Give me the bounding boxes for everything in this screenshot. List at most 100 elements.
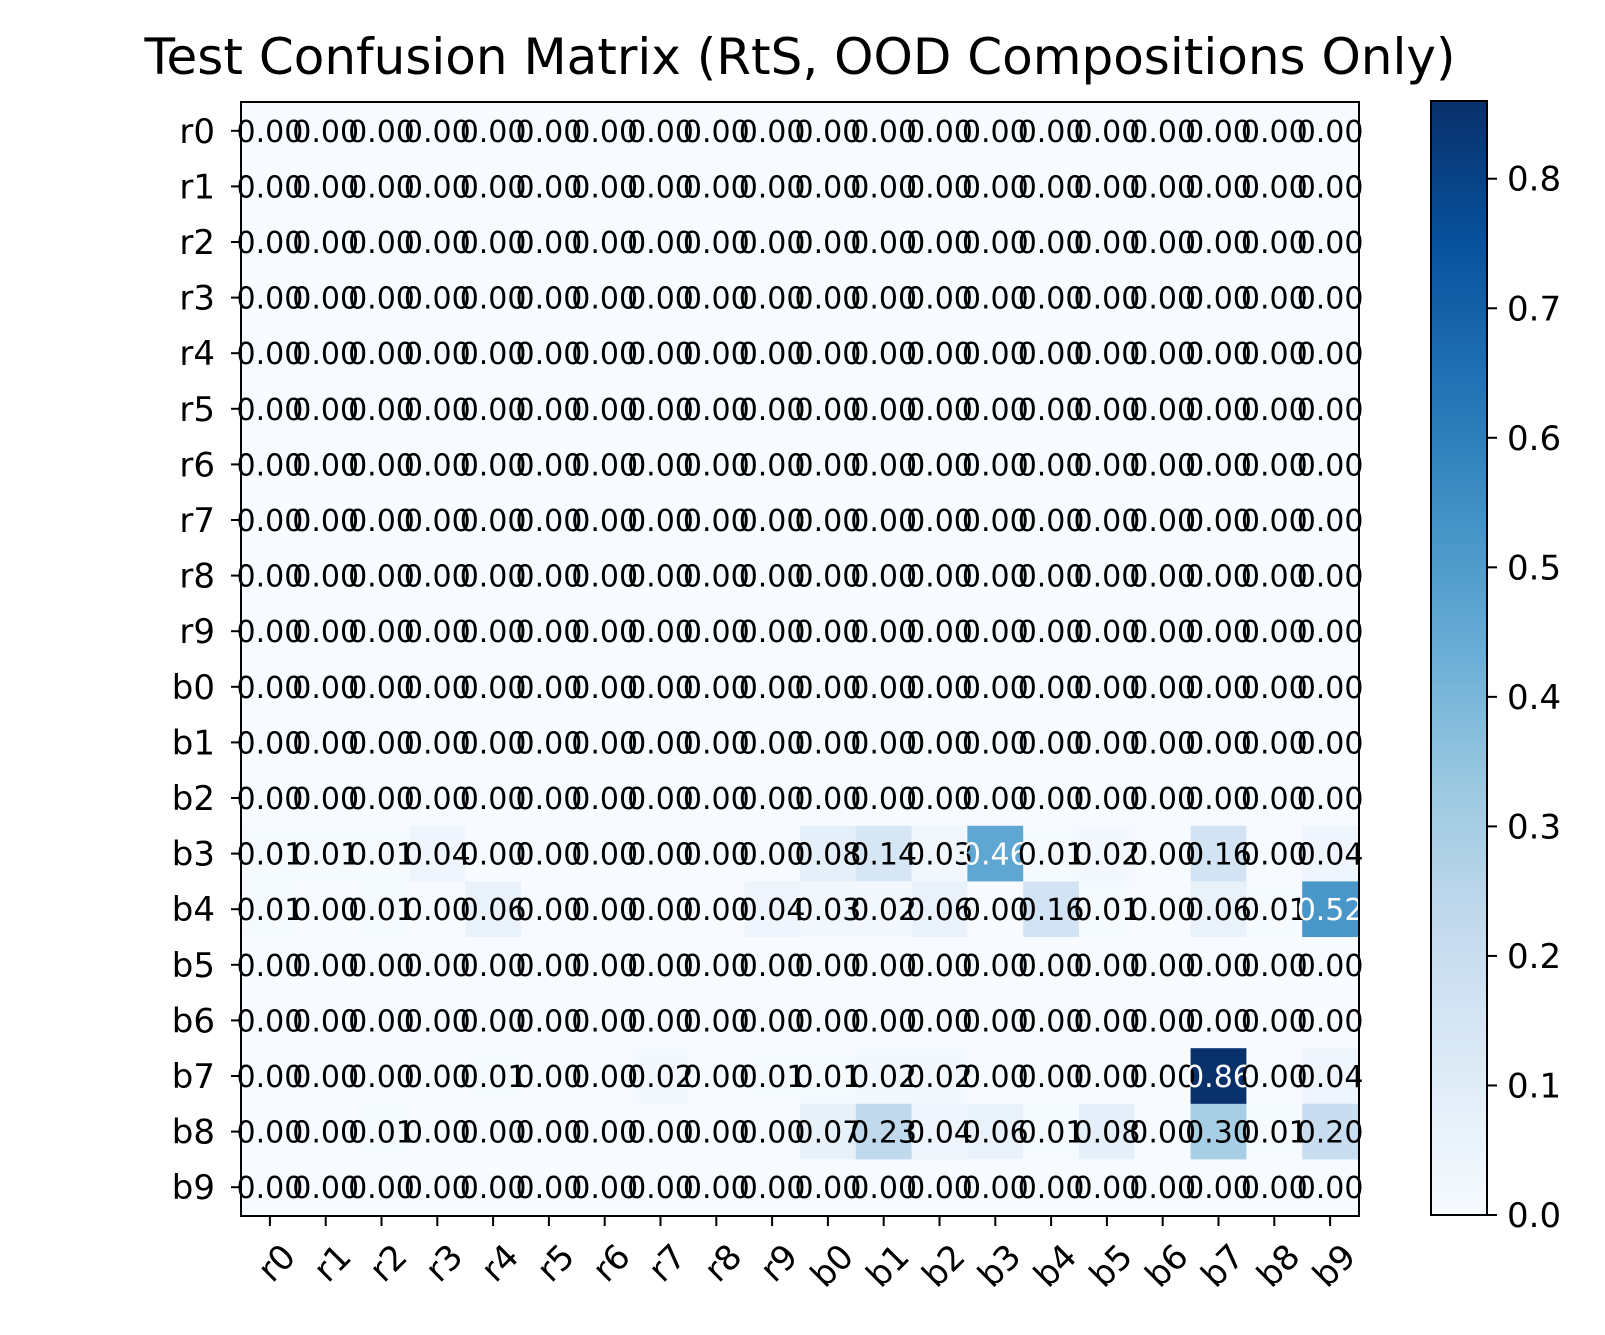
- heatmap-cell: [911, 659, 968, 716]
- heatmap-cell-label: 0.01: [739, 1060, 806, 1095]
- heatmap-cell-label: 0.00: [460, 1171, 527, 1206]
- heatmap-cell-label: 0.00: [795, 282, 862, 317]
- heatmap-cell-label: 0.00: [1185, 282, 1252, 317]
- heatmap-cell: [800, 992, 857, 1049]
- heatmap-cell: [1134, 325, 1192, 382]
- heatmap-cell: [1246, 158, 1303, 215]
- colorbar-tick-label: 0.3: [1507, 807, 1561, 847]
- y-tick-label: r3: [179, 279, 215, 319]
- heatmap-cell-label: 0.00: [516, 671, 583, 706]
- heatmap-cell: [576, 992, 634, 1049]
- heatmap-cell-label: 0.00: [292, 226, 359, 261]
- heatmap-cell-label: 0.00: [1074, 226, 1141, 261]
- heatmap-cell-label: 0.00: [237, 671, 304, 706]
- heatmap-cell: [800, 381, 857, 438]
- y-tick-label: r9: [179, 612, 215, 652]
- heatmap-cell-label: 0.00: [292, 170, 359, 205]
- heatmap-cell: [1190, 325, 1247, 382]
- heatmap-cell: [800, 547, 857, 604]
- heatmap-cell-label: 0.00: [1129, 560, 1196, 595]
- heatmap-cell: [409, 214, 466, 271]
- heatmap-cell-label: 0.00: [292, 393, 359, 428]
- heatmap-cell: [242, 825, 299, 882]
- heatmap-cell: [409, 547, 466, 604]
- heatmap-cell-label: 0.02: [906, 1060, 973, 1095]
- heatmap-cell-label: 0.04: [1297, 1060, 1364, 1095]
- heatmap-cell: [911, 103, 968, 160]
- heatmap-cell: [353, 992, 410, 1049]
- heatmap-cell: [911, 825, 968, 882]
- heatmap-cell-label: 0.00: [627, 226, 694, 261]
- heatmap-cell: [632, 1159, 689, 1216]
- heatmap-cell-label: 0.00: [237, 504, 304, 539]
- heatmap-cell: [242, 325, 299, 382]
- heatmap-cell-label: 0.00: [906, 671, 973, 706]
- heatmap-cell: [855, 547, 913, 604]
- heatmap-cell: [1190, 992, 1247, 1049]
- heatmap-cell-label: 0.00: [739, 226, 806, 261]
- heatmap-cell: [1079, 325, 1136, 382]
- heatmap-cell: [1302, 547, 1359, 604]
- heatmap-cell-label: 0.00: [795, 615, 862, 650]
- heatmap-cell: [242, 937, 299, 994]
- heatmap-cell: [1246, 492, 1303, 549]
- heatmap-cell: [353, 1103, 410, 1160]
- heatmap-cell-label: 0.00: [571, 949, 638, 984]
- heatmap-cell: [967, 659, 1024, 716]
- heatmap-cell-label: 0.01: [237, 893, 304, 928]
- heatmap-cell: [1190, 1103, 1247, 1160]
- heatmap-cell-label: 0.01: [1018, 838, 1085, 873]
- x-tick-label: r7: [641, 1237, 694, 1290]
- heatmap-cell-label: 0.00: [1297, 115, 1364, 150]
- heatmap-cell: [800, 881, 857, 938]
- heatmap-cell-label: 0.00: [460, 282, 527, 317]
- heatmap-cell: [465, 992, 522, 1049]
- heatmap-cell: [1302, 659, 1359, 716]
- heatmap-cell: [967, 492, 1024, 549]
- heatmap-cell: [353, 937, 410, 994]
- heatmap-cell-label: 0.00: [571, 671, 638, 706]
- x-tick-label: b5: [1082, 1237, 1141, 1296]
- heatmap-cell: [465, 103, 522, 160]
- heatmap-cell-label: 0.01: [237, 838, 304, 873]
- heatmap-cell-label: 0.00: [962, 282, 1029, 317]
- heatmap-cell: [632, 436, 689, 493]
- heatmap-cell-label: 0.00: [348, 337, 415, 372]
- heatmap-cell: [1134, 992, 1192, 1049]
- heatmap-cell: [353, 325, 410, 382]
- heatmap-cell: [1302, 881, 1359, 938]
- heatmap-cell: [242, 1103, 299, 1160]
- heatmap-cell: [1302, 770, 1359, 827]
- heatmap-cell: [409, 1159, 466, 1216]
- y-tick-label: b8: [172, 1113, 215, 1153]
- y-tick-label: b6: [172, 1001, 215, 1041]
- y-tick-label: b9: [172, 1168, 215, 1208]
- heatmap-cell: [967, 547, 1024, 604]
- heatmap-cell-label: 0.00: [683, 560, 750, 595]
- heatmap-cell-label: 0.00: [516, 893, 583, 928]
- heatmap-cell: [911, 1048, 968, 1105]
- heatmap-cell: [353, 1048, 410, 1105]
- heatmap-cell-label: 0.00: [1185, 615, 1252, 650]
- heatmap-cell: [1023, 1159, 1080, 1216]
- heatmap-cell-label: 0.00: [683, 504, 750, 539]
- heatmap-cell: [1023, 992, 1080, 1049]
- heatmap-cell-label: 0.00: [850, 1171, 917, 1206]
- heatmap-cell: [688, 158, 745, 215]
- heatmap-cell-label: 0.00: [1074, 115, 1141, 150]
- x-tick-label: b9: [1305, 1237, 1364, 1296]
- heatmap-cell-label: 0.00: [348, 1171, 415, 1206]
- heatmap-cell-label: 0.00: [683, 726, 750, 761]
- heatmap-cell: [1079, 269, 1136, 326]
- heatmap-cell: [1079, 1103, 1136, 1160]
- heatmap-cell-label: 0.00: [850, 671, 917, 706]
- heatmap-cell: [1023, 492, 1080, 549]
- heatmap-cell-label: 0.00: [460, 838, 527, 873]
- heatmap-cell: [1246, 269, 1303, 326]
- heatmap-cell: [465, 937, 522, 994]
- heatmap-cell: [1134, 603, 1192, 660]
- heatmap-cell: [1302, 1103, 1359, 1160]
- heatmap-cell: [409, 381, 466, 438]
- x-tick-label: b2: [915, 1237, 974, 1296]
- colorbar-tick-label: 0.1: [1507, 1066, 1561, 1106]
